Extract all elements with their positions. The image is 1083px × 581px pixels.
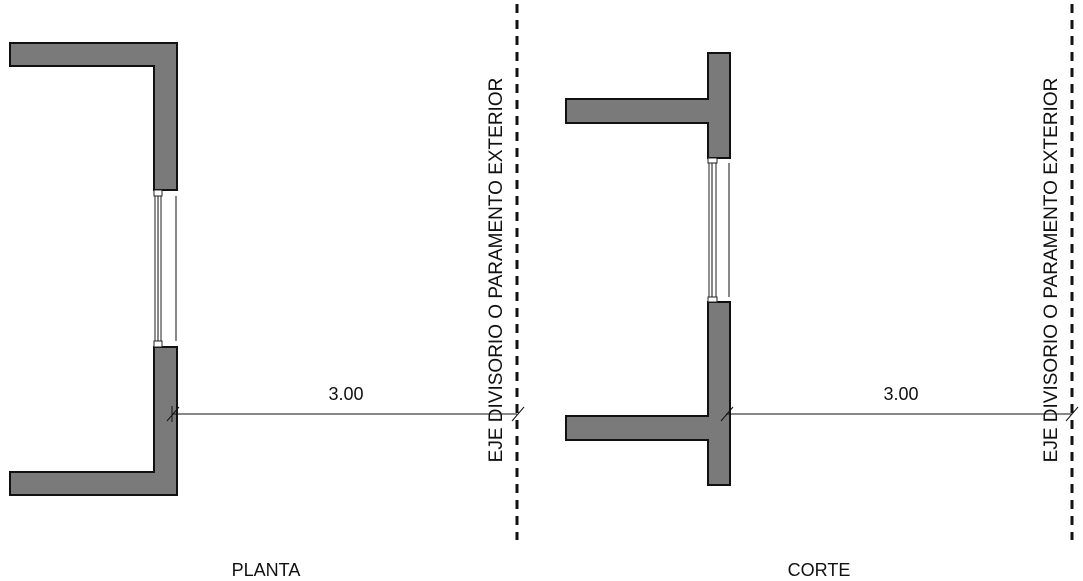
plan-top-wall [9,42,178,191]
plan-dimension-tick-left [166,406,180,422]
section-caption: CORTE [788,560,851,580]
plan-view: 3.00 EJE DIVISORIO O PARAMENTO EXTERIOR … [9,4,525,580]
section-lower-wall [565,301,731,486]
plan-caption: PLANTA [232,560,301,580]
plan-window-jamb-bottom [153,340,163,348]
section-dimension-tick-right [1065,406,1079,422]
plan-window-jamb-top [153,189,163,197]
section-view: 3.00 EJE DIVISORIO O PARAMENTO EXTERIOR … [565,4,1079,580]
plan-dimension-tick-right [511,406,525,422]
plan-dimension-label: 3.00 [328,384,363,404]
section-dimension-label: 3.00 [883,384,918,404]
section-upper-wall [565,52,731,159]
section-dimension-tick-left [720,406,734,422]
plan-bottom-wall [9,346,178,496]
section-axis-label: EJE DIVISORIO O PARAMENTO EXTERIOR [1041,78,1062,463]
section-window-head [707,157,718,164]
section-window-sill [707,296,718,303]
plan-axis-label: EJE DIVISORIO O PARAMENTO EXTERIOR [486,78,507,463]
